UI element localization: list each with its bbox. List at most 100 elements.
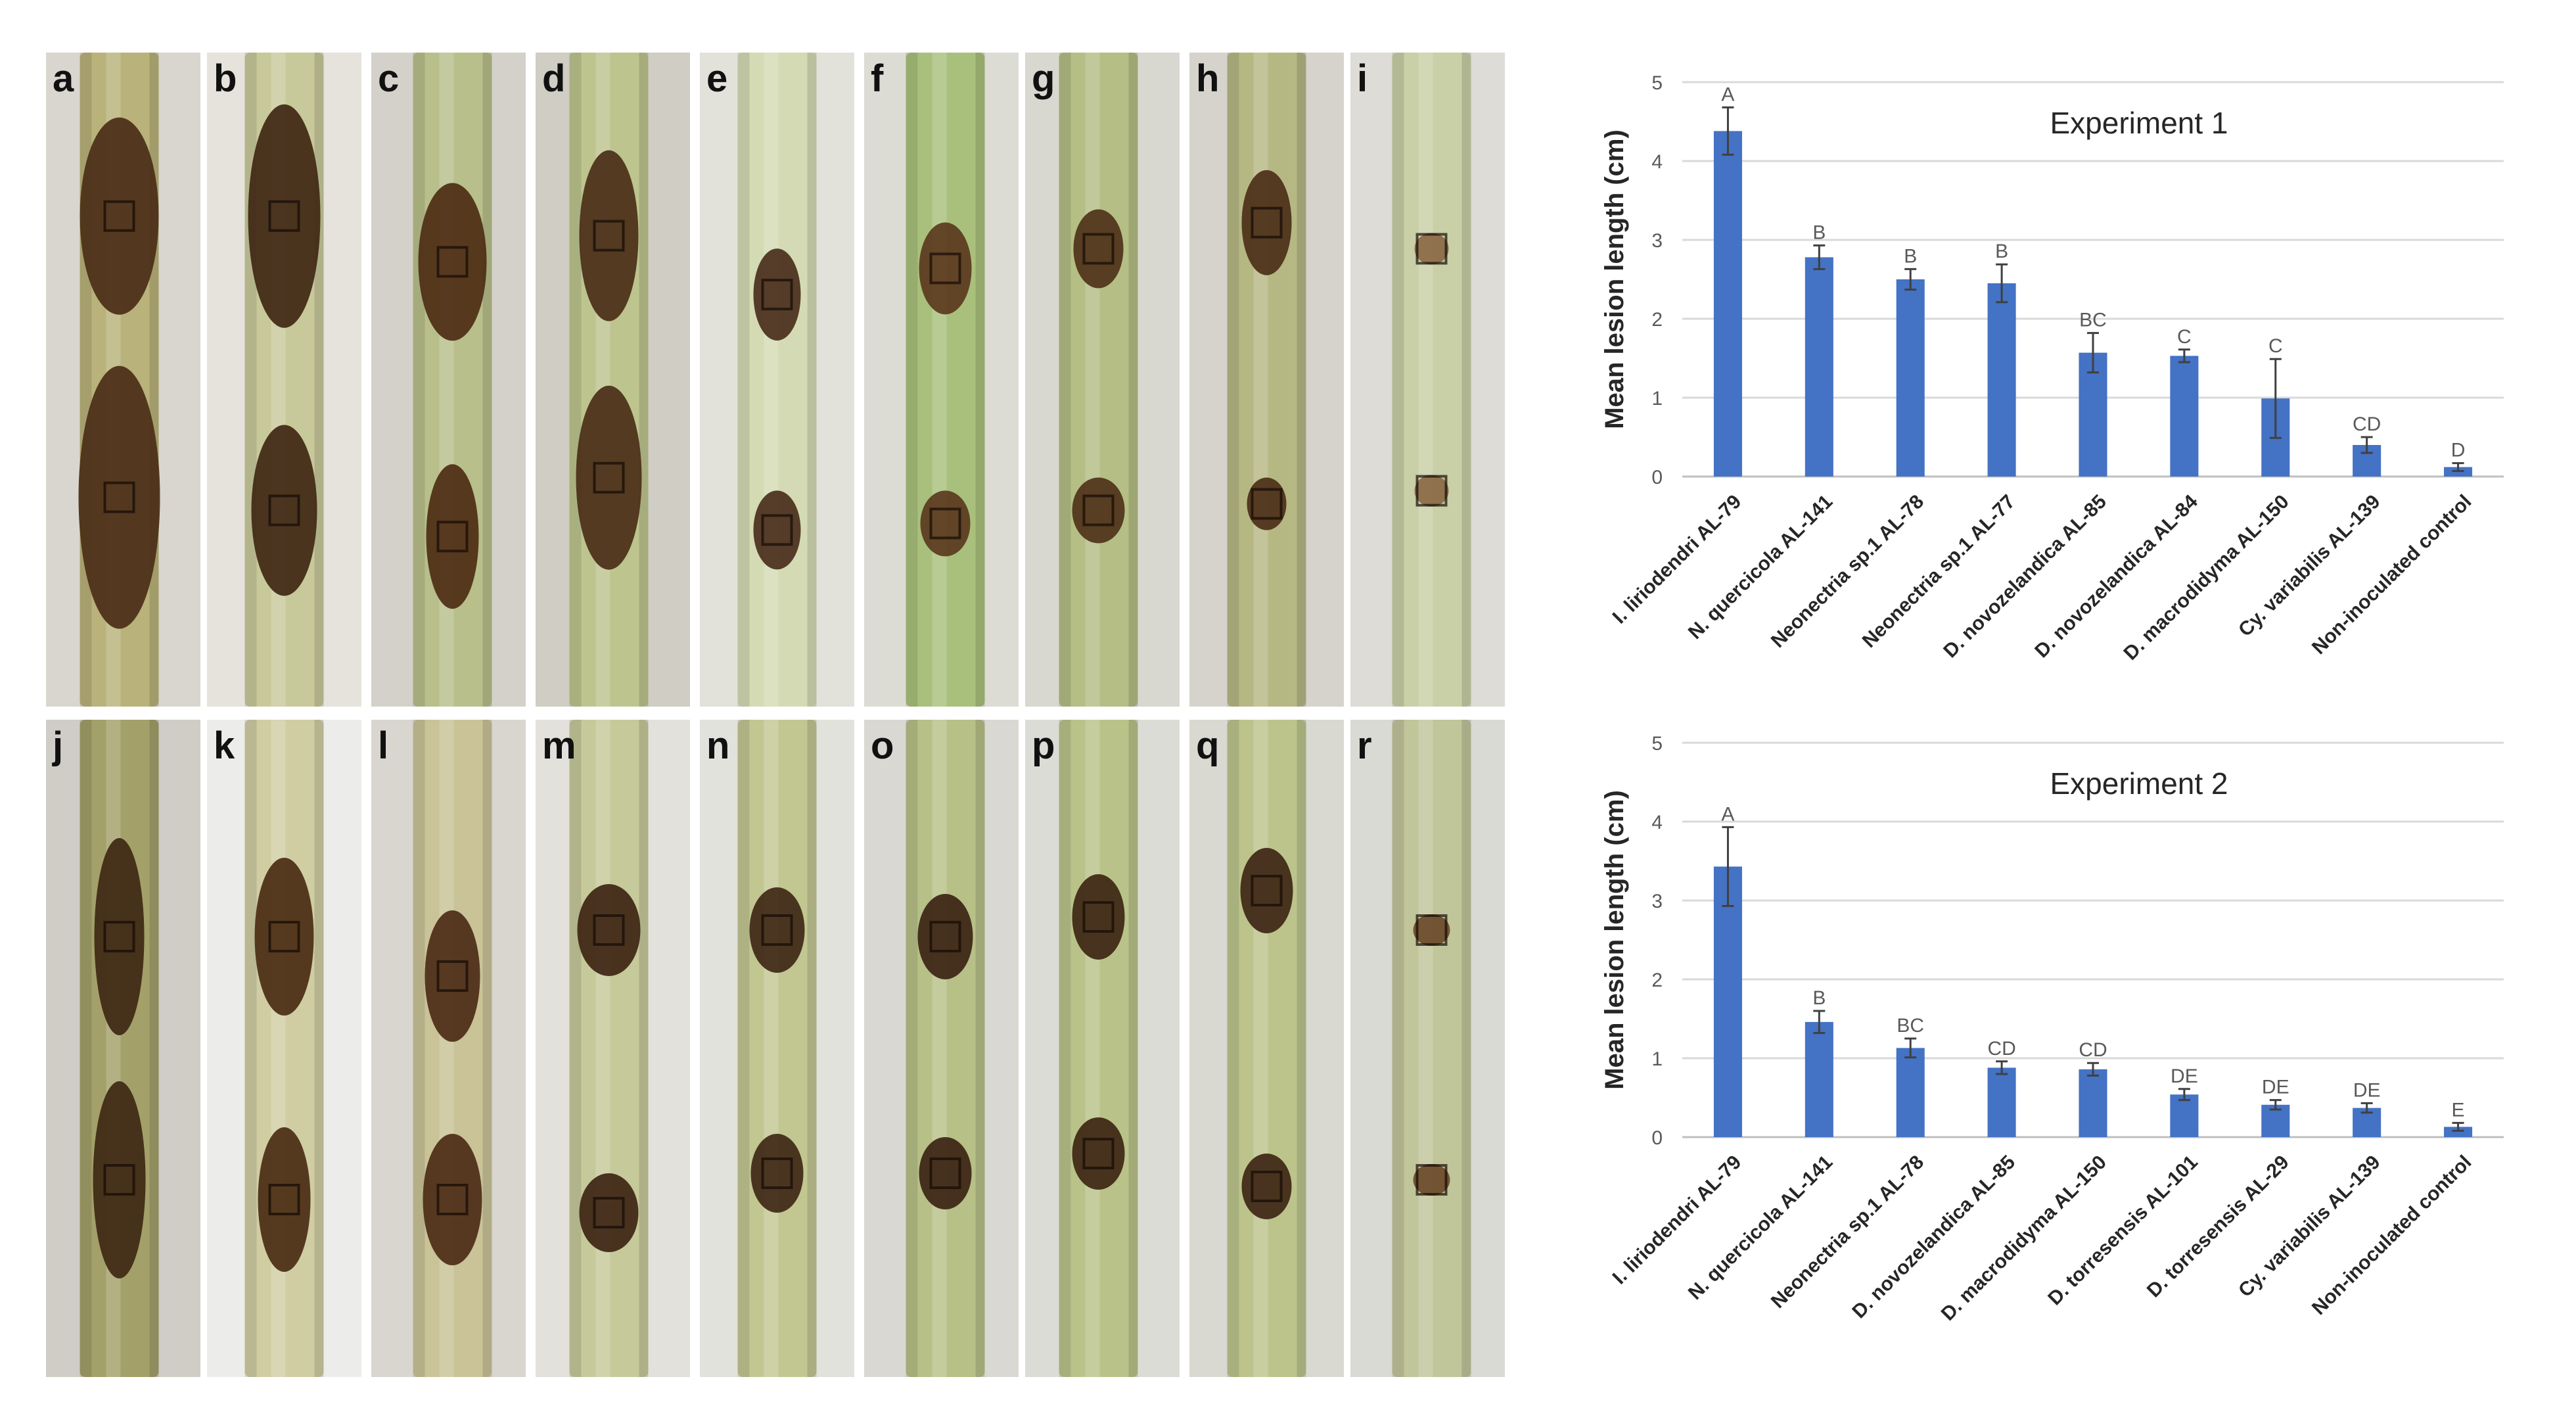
y-tick-label: 1 [1651,388,1663,409]
bar [1713,866,1742,1137]
stem-photo-e: e [700,53,854,707]
bar [1805,1021,1833,1137]
y-tick-label: 0 [1651,1127,1663,1149]
significance-letter: CD [2079,1039,2107,1061]
chart-experiment-2: 0 1 2 3 4 5 Mean lesion length (cm) Experiment … [1600,733,2504,1325]
significance-letter: A [1721,83,1734,105]
y-tick-label: 1 [1651,1048,1663,1070]
error-bar [2087,332,2099,374]
significance-letter: CD [1987,1038,2015,1060]
x-tick-label: D. macrodidyma AL-150 [1937,1152,2111,1325]
significance-letter: A [1721,803,1734,825]
y-tick-label: 3 [1651,891,1663,912]
error-bar [1904,1037,1917,1059]
y-tick-label: 5 [1651,72,1663,94]
stem-photo-a: a [46,53,200,707]
panel-letter: f [871,57,884,100]
error-bar [2269,1099,2282,1111]
bar [2170,356,2199,477]
error-bar [2360,1102,2373,1114]
stem-photo-grid: a b c d e f g h i j k l m n o p q r [46,53,1505,1377]
significance-letter: B [1812,987,1826,1009]
panel-letter: e [706,57,728,100]
panel-letter: o [871,724,894,767]
bar [1805,257,1833,477]
error-bar [1722,106,1734,156]
chart-title: Experiment 2 [2050,766,2228,801]
charts-area: 0 1 2 3 4 5 Mean lesion length (cm) Experiment … [1564,0,2563,1402]
stem-photo-p: p [1025,720,1180,1377]
panel-letter: r [1357,724,1372,767]
bar [1713,131,1742,477]
x-tick-label: D. novozelandica AL-84 [2031,490,2202,662]
error-bar [2178,1088,2190,1102]
significance-letter: DE [2262,1077,2289,1098]
x-tick-label: Neonectria sp.1 AL-78 [1767,1152,1928,1313]
y-tick-label: 4 [1651,151,1663,173]
stem-photo-b: b [207,53,361,707]
x-tick-label: D. macrodidyma AL-150 [2120,491,2293,665]
y-axis-label: Mean lesion length (cm) [1600,129,1629,429]
y-tick-label: 2 [1651,309,1663,331]
error-bar [2452,462,2464,473]
panel-letter: i [1357,57,1368,100]
error-bar [1904,268,1917,291]
stem-photo-j: j [46,720,200,1377]
panel-letter: m [542,724,576,767]
stem-photo-h: h [1189,53,1344,707]
panel-letter: g [1032,57,1055,100]
bar [1896,279,1925,477]
error-bar [1813,244,1826,270]
panel-letter: c [378,57,400,100]
stem-photo-m: m [536,720,690,1377]
error-bar [2087,1062,2099,1077]
stem-photo-c: c [371,53,526,707]
significance-letter: C [2268,335,2283,357]
x-tick-label: Neonectria sp.1 AL-77 [1858,491,2019,652]
panel-letter: b [214,57,237,100]
significance-letter: E [2452,1099,2465,1121]
error-bar [1996,263,2008,304]
error-bar [2178,348,2190,363]
error-bar [2360,436,2373,454]
stem-photo-k: k [207,720,361,1377]
panel-letter: a [53,57,74,100]
bar-charts: 0 1 2 3 4 5 Mean lesion length (cm) Experiment … [1600,72,2504,1325]
bar [1987,283,2016,477]
significance-letter: D [2451,440,2466,461]
error-bar [1813,1010,1826,1035]
stem-photo-n: n [700,720,854,1377]
bar [2444,1127,2473,1137]
x-tick-label: Non-inoculated control [2308,1152,2475,1319]
panel-letter: k [214,724,235,767]
panel-letter: h [1196,57,1220,100]
significance-letter: DE [2353,1079,2381,1101]
panel-letter: p [1032,724,1055,767]
stem-photo-q: q [1189,720,1344,1377]
significance-letter: B [1812,222,1826,243]
panel-letter: l [378,724,389,767]
stem-photo-l: l [371,720,526,1377]
x-tick-label: Neonectria sp.1 AL-78 [1767,491,1928,652]
bar [1987,1067,2016,1137]
chart-title: Experiment 1 [2050,106,2228,140]
significance-letter: C [2177,326,2192,348]
y-tick-label: 0 [1651,467,1663,488]
chart-experiment-1: 0 1 2 3 4 5 Mean lesion length (cm) Experiment … [1600,72,2504,665]
panel-letter: q [1196,724,1220,767]
y-tick-label: 4 [1651,812,1663,833]
stem-photo-g: g [1025,53,1180,707]
error-bar [2452,1121,2464,1132]
y-tick-label: 5 [1651,733,1663,755]
x-tick-label: D. torresensis AL-101 [2044,1152,2202,1310]
bar [2170,1094,2199,1137]
significance-letter: CD [2353,413,2381,435]
y-tick-label: 2 [1651,970,1663,991]
stem-photo-r: r [1350,720,1505,1377]
x-tick-label: Non-inoculated control [2308,491,2475,659]
stem-photo-i: i [1350,53,1505,707]
error-bar [2269,358,2282,439]
y-tick-label: 3 [1651,230,1663,252]
significance-letter: B [1995,241,2008,262]
error-bar [1996,1060,2008,1075]
